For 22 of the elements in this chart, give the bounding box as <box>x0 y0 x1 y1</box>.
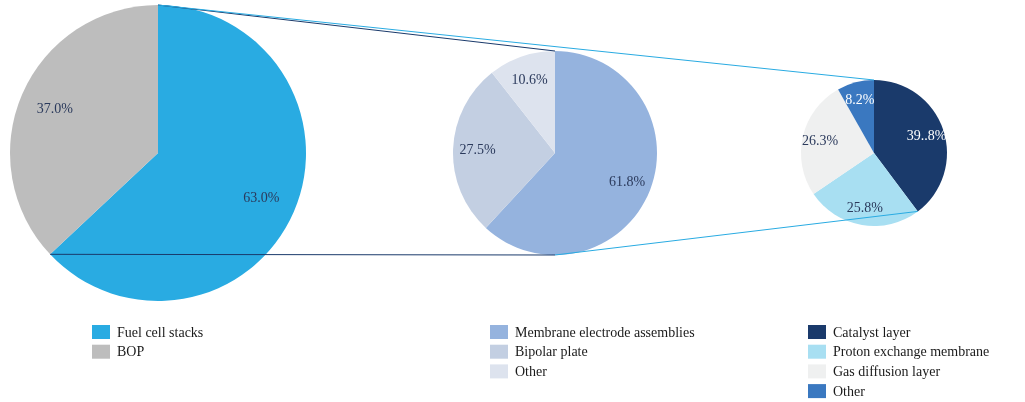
legend-label: Other <box>515 363 548 379</box>
data-label: 25.8% <box>846 200 884 216</box>
pie-slice <box>813 153 918 226</box>
legend-label: Gas diffusion layer <box>833 363 941 379</box>
legend-label: Fuel cell stacks <box>117 324 204 340</box>
pie-slice <box>453 72 555 228</box>
legend-label: Other <box>833 383 866 399</box>
data-label: 39..8% <box>906 127 947 143</box>
data-label: 37.0% <box>36 100 74 116</box>
legend-label: BOP <box>117 344 145 360</box>
data-label: 10.6% <box>511 72 549 88</box>
legend-label: Proton exchange membrane <box>833 344 990 360</box>
data-label: 27.5% <box>459 142 496 158</box>
legend-label: Membrane electrode assemblies <box>515 324 695 340</box>
data-label: 61.8% <box>609 173 646 189</box>
legend-label: Bipolar plate <box>515 344 588 360</box>
legend-label: Catalyst layer <box>833 324 911 340</box>
pie-slice <box>801 89 874 194</box>
data-label: 63.0% <box>243 190 280 206</box>
pie-slice <box>10 5 158 255</box>
data-label: 8.2% <box>845 91 875 107</box>
data-label: 26.3% <box>801 132 839 148</box>
